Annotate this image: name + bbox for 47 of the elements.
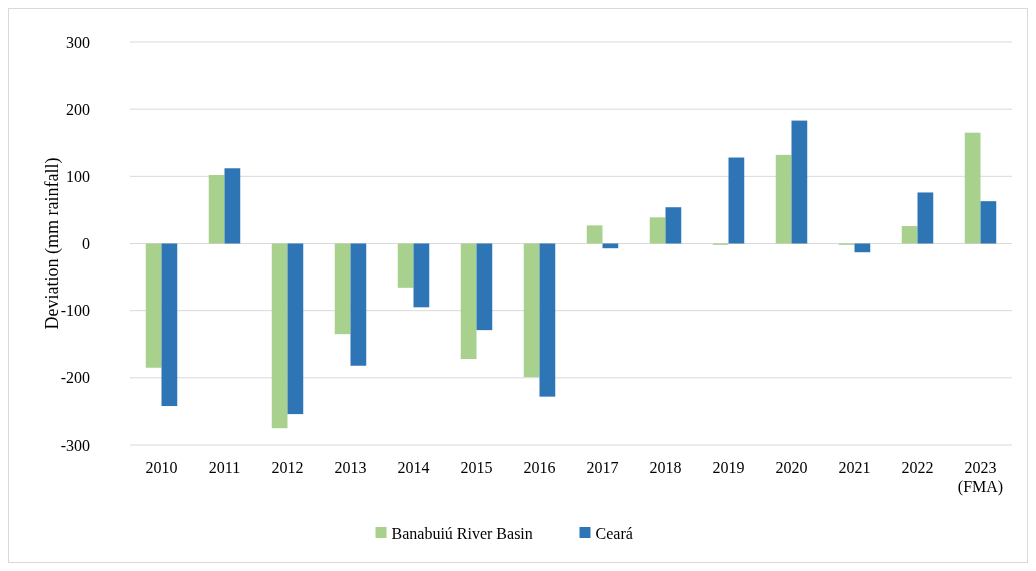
bar: [539, 243, 556, 397]
bar: [224, 168, 241, 244]
bar: [460, 243, 477, 360]
bar: [145, 243, 162, 368]
y-tick-label: 200: [66, 100, 90, 118]
bar: [649, 217, 666, 244]
bar: [413, 243, 430, 308]
bar: [665, 207, 682, 244]
bar: [271, 243, 288, 429]
bar: [397, 243, 414, 288]
x-tick-label: 2017: [586, 459, 619, 476]
bar: [964, 132, 981, 244]
x-tick-label: 2014: [397, 459, 430, 476]
bar: [775, 154, 792, 244]
x-tick-label: 2018: [649, 459, 682, 476]
y-tick-label: -300: [60, 436, 90, 454]
x-tick-label: 2010: [145, 459, 178, 476]
x-tick-label: 2020: [775, 459, 808, 476]
x-tick-label: 2016: [523, 459, 556, 476]
bar: [901, 226, 918, 244]
legend-label: Ceará: [595, 524, 633, 542]
x-tick-label: 2019: [712, 459, 745, 476]
bar: [476, 243, 493, 331]
x-tick-label: 2013: [334, 459, 367, 476]
y-tick-label: -200: [60, 369, 90, 387]
y-tick-label: -100: [60, 302, 90, 320]
y-tick-label: 0: [82, 235, 90, 253]
x-tick-label: 2021: [838, 459, 871, 476]
bar: [208, 174, 225, 244]
bar: [523, 243, 540, 378]
x-tick-label: 2012: [271, 459, 304, 476]
y-tick-label: 100: [66, 167, 90, 185]
legend-label: Banabuiú River Basin: [391, 524, 533, 542]
bar: [728, 157, 745, 244]
bar: [980, 201, 997, 244]
x-tick-label: 2022: [901, 459, 934, 476]
bar: [334, 243, 351, 335]
bar: [586, 225, 603, 244]
bar: [350, 243, 367, 366]
x-tick-label: 2023 (FMA): [957, 459, 1004, 496]
x-tick-label: 2011: [208, 459, 241, 476]
bar: [161, 243, 178, 407]
bar: [287, 243, 304, 415]
y-tick-label: 300: [66, 33, 90, 51]
x-tick-label: 2015: [460, 459, 493, 476]
bar: [917, 192, 934, 244]
bar: [791, 120, 808, 244]
